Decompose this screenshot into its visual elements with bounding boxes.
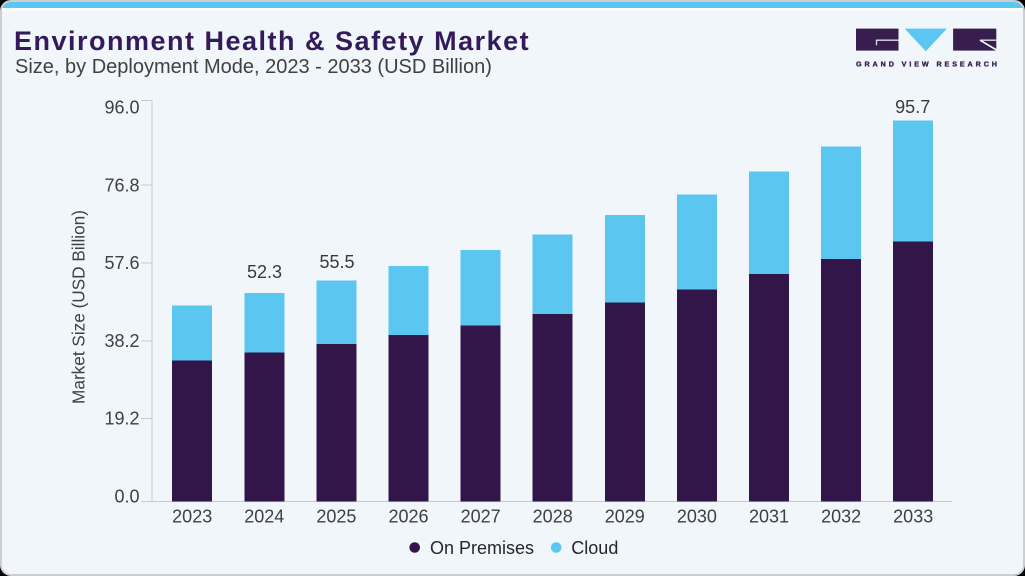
svg-text:2026: 2026 [388, 507, 428, 527]
svg-text:2027: 2027 [461, 507, 501, 527]
svg-text:GRAND VIEW RESEARCH: GRAND VIEW RESEARCH [856, 59, 997, 68]
svg-text:2029: 2029 [605, 507, 645, 527]
svg-text:2030: 2030 [677, 507, 717, 527]
svg-text:55.5: 55.5 [319, 252, 354, 272]
svg-text:38.2: 38.2 [104, 331, 139, 351]
svg-text:Market Size (USD Billion): Market Size (USD Billion) [69, 210, 89, 404]
svg-text:Size, by Deployment Mode, 2023: Size, by Deployment Mode, 2023 - 2033 (U… [15, 56, 492, 78]
svg-text:2028: 2028 [533, 507, 573, 527]
svg-text:2032: 2032 [821, 507, 861, 527]
svg-text:Environment Health & Safety Ma: Environment Health & Safety Market [14, 26, 530, 56]
svg-text:2024: 2024 [244, 507, 284, 527]
svg-text:Cloud: Cloud [571, 538, 618, 558]
svg-text:2031: 2031 [749, 507, 789, 527]
svg-text:76.8: 76.8 [104, 175, 139, 195]
svg-text:On Premises: On Premises [430, 538, 534, 558]
svg-text:2033: 2033 [893, 507, 933, 527]
svg-text:52.3: 52.3 [247, 262, 282, 282]
svg-text:95.7: 95.7 [895, 97, 930, 117]
svg-text:2023: 2023 [172, 507, 212, 527]
svg-text:57.6: 57.6 [104, 253, 139, 273]
svg-text:2025: 2025 [316, 507, 356, 527]
svg-text:96.0: 96.0 [104, 98, 139, 118]
svg-text:0.0: 0.0 [114, 486, 139, 506]
svg-text:19.2: 19.2 [104, 409, 139, 429]
